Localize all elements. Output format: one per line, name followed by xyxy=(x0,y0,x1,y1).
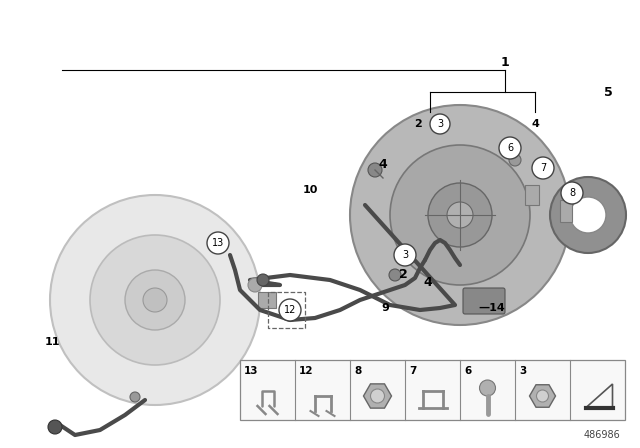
Text: 12: 12 xyxy=(299,366,314,376)
Text: 8: 8 xyxy=(569,188,575,198)
Text: 13: 13 xyxy=(212,238,224,248)
Text: 5: 5 xyxy=(604,86,612,99)
Text: 7: 7 xyxy=(540,163,546,173)
Circle shape xyxy=(428,183,492,247)
Text: 4: 4 xyxy=(424,276,433,289)
Circle shape xyxy=(532,157,554,179)
Text: 7: 7 xyxy=(409,366,417,376)
Circle shape xyxy=(447,202,473,228)
Circle shape xyxy=(125,270,185,330)
Text: 10: 10 xyxy=(302,185,317,195)
Circle shape xyxy=(350,105,570,325)
Circle shape xyxy=(50,195,260,405)
Text: 11: 11 xyxy=(44,337,60,347)
Text: 3: 3 xyxy=(402,250,408,260)
Bar xyxy=(240,360,625,420)
Text: 2: 2 xyxy=(414,119,422,129)
Circle shape xyxy=(90,235,220,365)
Circle shape xyxy=(207,232,229,254)
Text: 486986: 486986 xyxy=(583,430,620,440)
Circle shape xyxy=(371,389,385,403)
Polygon shape xyxy=(529,385,556,407)
Circle shape xyxy=(248,278,262,292)
Bar xyxy=(258,292,276,308)
Bar xyxy=(560,200,572,222)
Text: 1: 1 xyxy=(500,56,509,69)
Text: —14: —14 xyxy=(478,303,505,313)
Circle shape xyxy=(257,274,269,286)
Text: 8: 8 xyxy=(354,366,361,376)
Circle shape xyxy=(389,269,401,281)
Circle shape xyxy=(536,390,548,402)
Text: 6: 6 xyxy=(507,143,513,153)
Text: 6: 6 xyxy=(464,366,471,376)
Circle shape xyxy=(48,420,62,434)
Text: 12: 12 xyxy=(284,305,296,315)
Circle shape xyxy=(561,182,583,204)
Text: 2: 2 xyxy=(399,268,408,281)
Text: 3: 3 xyxy=(437,119,443,129)
Circle shape xyxy=(550,177,626,253)
Circle shape xyxy=(509,154,521,166)
Circle shape xyxy=(390,145,530,285)
Circle shape xyxy=(368,163,382,177)
Circle shape xyxy=(130,392,140,402)
Circle shape xyxy=(570,197,606,233)
Circle shape xyxy=(499,137,521,159)
Text: 13: 13 xyxy=(244,366,259,376)
Text: 4: 4 xyxy=(379,159,387,172)
Circle shape xyxy=(279,299,301,321)
Text: 3: 3 xyxy=(519,366,526,376)
Circle shape xyxy=(479,380,495,396)
Circle shape xyxy=(143,288,167,312)
Circle shape xyxy=(394,244,416,266)
Bar xyxy=(525,185,539,205)
Text: 9: 9 xyxy=(381,303,389,313)
FancyBboxPatch shape xyxy=(463,288,505,314)
Text: 4: 4 xyxy=(531,119,539,129)
Circle shape xyxy=(430,114,450,134)
Polygon shape xyxy=(364,384,392,408)
